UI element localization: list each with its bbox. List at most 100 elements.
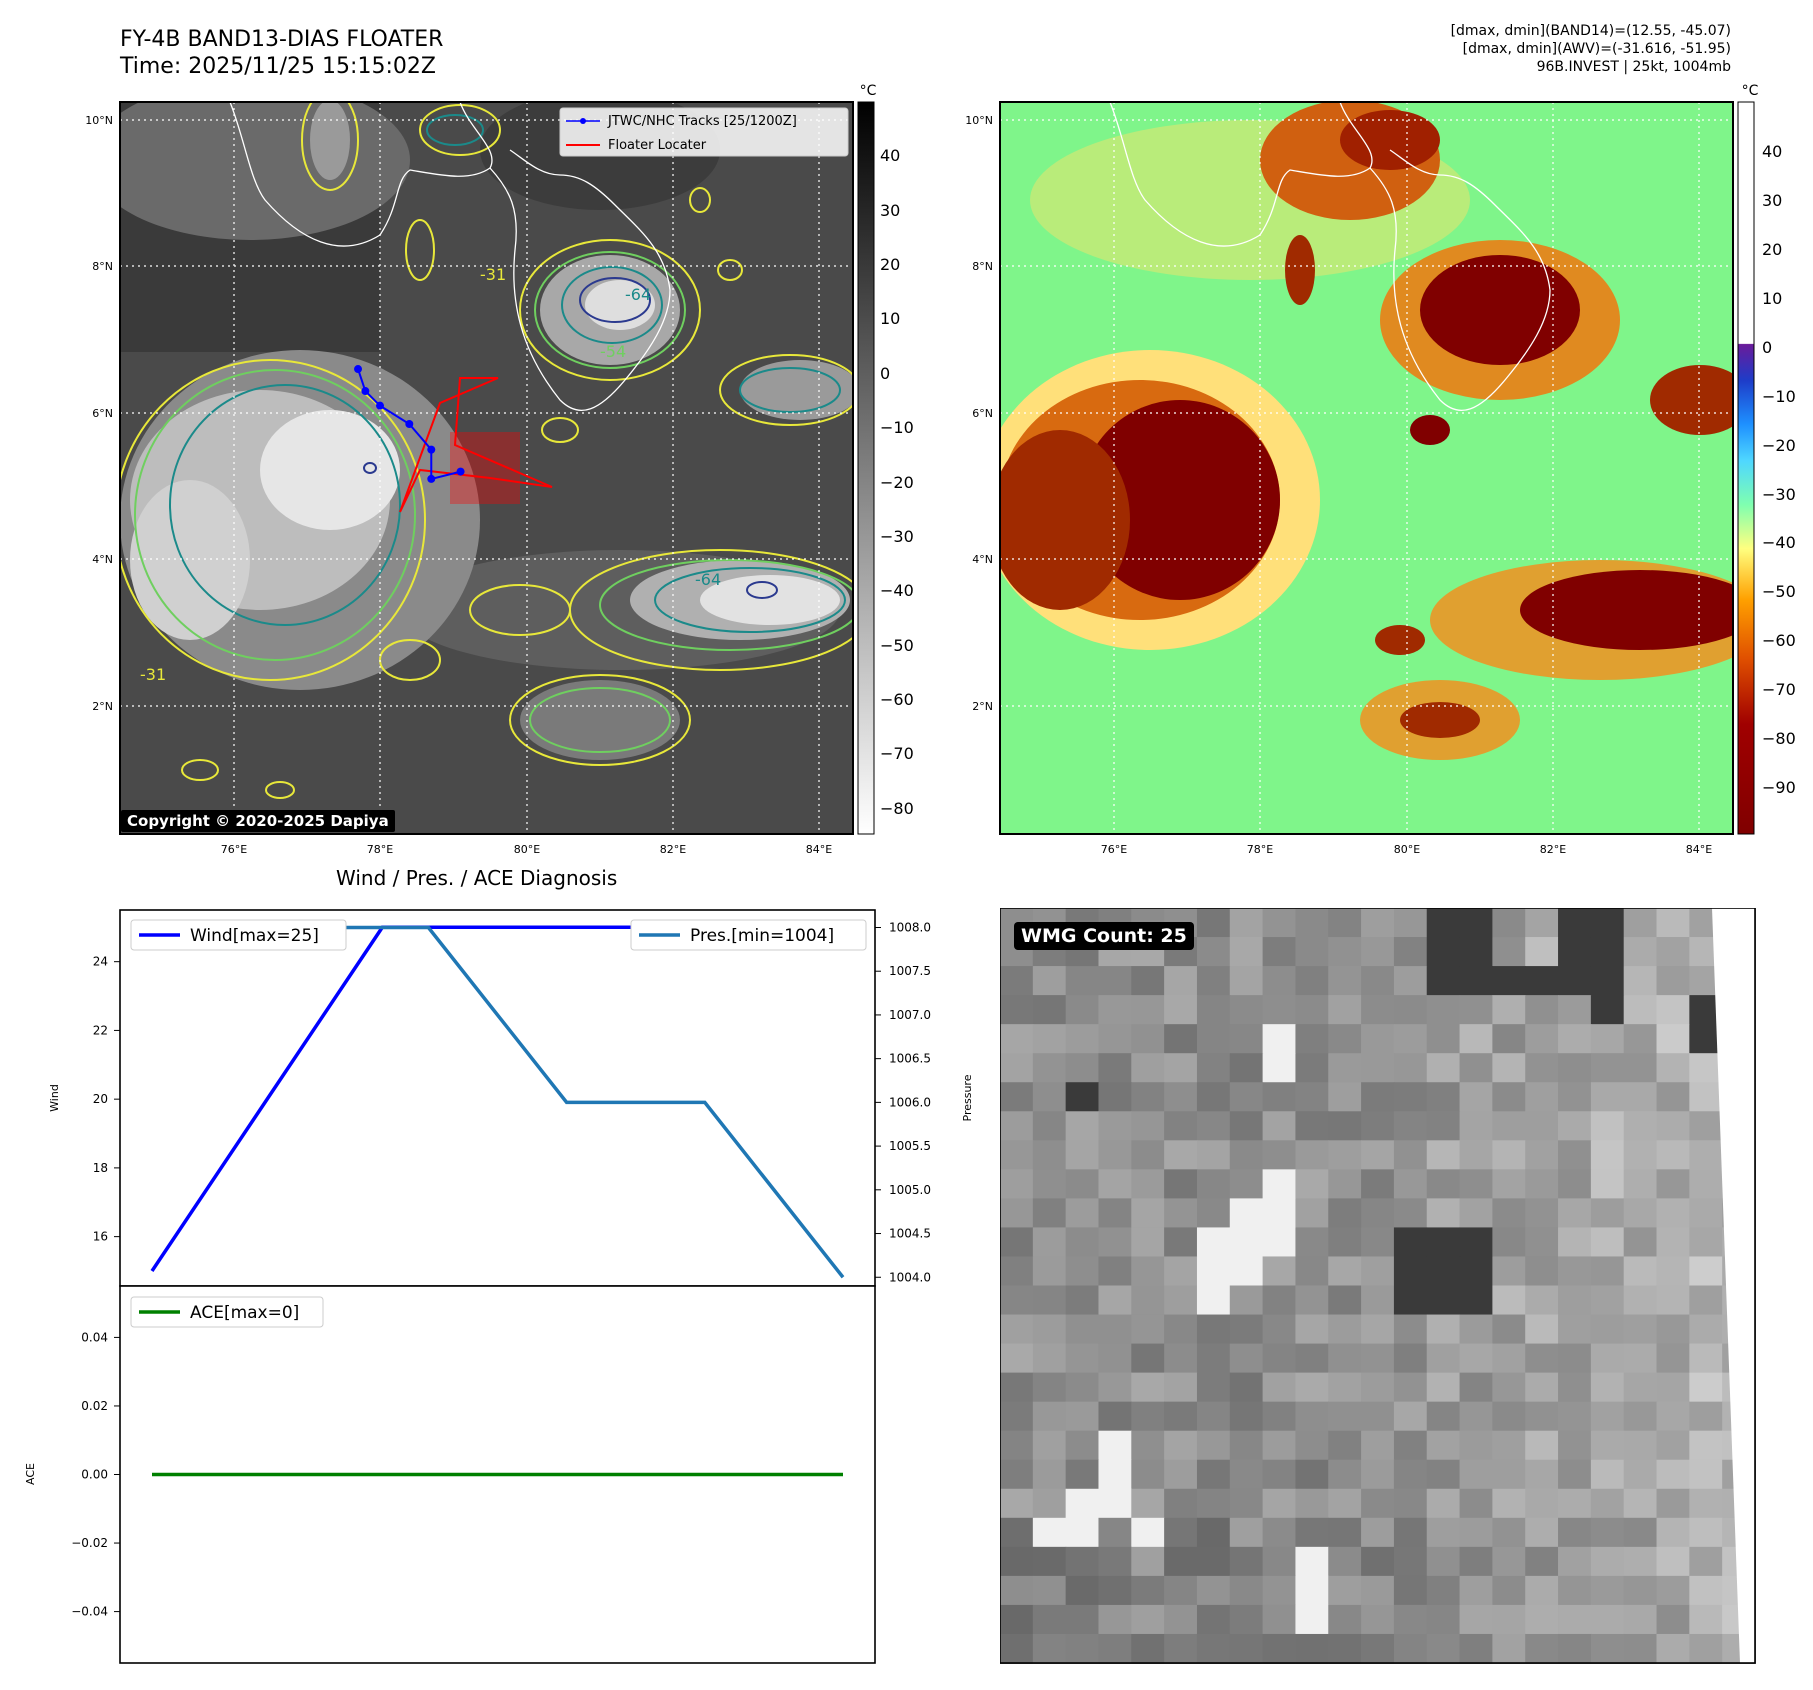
wmg-cell bbox=[1131, 1604, 1165, 1635]
wmg-cell bbox=[1656, 1082, 1690, 1112]
wmg-cell bbox=[1164, 1024, 1198, 1054]
wmg-cell bbox=[1000, 1082, 1034, 1112]
cb-tick: 30 bbox=[1762, 191, 1782, 210]
title-product: FY-4B BAND13-DIAS FLOATER bbox=[120, 27, 444, 52]
lon-tick: 76°E bbox=[1101, 843, 1127, 856]
wmg-cell bbox=[1295, 1546, 1329, 1577]
wmg-cell bbox=[1262, 1343, 1297, 1374]
lon-tick: 78°E bbox=[1247, 843, 1273, 856]
track-point bbox=[427, 474, 436, 483]
wmg-cell bbox=[1558, 1227, 1592, 1258]
wmg-cell bbox=[1426, 1430, 1461, 1461]
wmg-cell bbox=[1131, 1285, 1165, 1316]
left-colorbar-unit: °C bbox=[860, 83, 877, 99]
wmg-cell bbox=[1689, 1082, 1723, 1112]
track-point bbox=[456, 467, 465, 476]
wmg-cell bbox=[1623, 1227, 1658, 1258]
wmg-cell bbox=[1492, 1372, 1526, 1403]
wmg-cell bbox=[1393, 1575, 1428, 1606]
wmg-cell bbox=[1164, 1053, 1198, 1083]
wmg-cell bbox=[1689, 1140, 1723, 1170]
cb-tick: −60 bbox=[1762, 631, 1796, 650]
wmg-cell bbox=[1689, 1575, 1723, 1606]
wmg-cell bbox=[1229, 1285, 1264, 1316]
wmg-cell bbox=[1590, 1633, 1625, 1664]
wmg-cell bbox=[1065, 1285, 1100, 1316]
wmg-cell bbox=[1000, 1314, 1034, 1345]
wmg-cell bbox=[1361, 1372, 1395, 1403]
wmg-cell bbox=[1426, 1227, 1461, 1258]
contour-label: -64 bbox=[695, 570, 721, 589]
wmg-cell bbox=[1229, 1488, 1264, 1519]
wmg-cell bbox=[1689, 1459, 1723, 1490]
wmg-cell bbox=[1196, 1111, 1231, 1141]
diagnosis-title: Wind / Pres. / ACE Diagnosis bbox=[336, 866, 618, 890]
cb-tick: −60 bbox=[880, 690, 914, 709]
wmg-cell bbox=[1131, 1517, 1165, 1548]
wmg-cell bbox=[1459, 1256, 1493, 1287]
wmg-cell bbox=[1393, 1111, 1428, 1141]
wmg-cell bbox=[1656, 1343, 1690, 1374]
cb-tick: −10 bbox=[1762, 387, 1796, 406]
cb-tick: −40 bbox=[880, 581, 914, 600]
wmg-cell bbox=[1590, 937, 1625, 967]
wmg-cell bbox=[1361, 1227, 1395, 1258]
wmg-cell bbox=[1492, 1633, 1526, 1664]
wmg-cell bbox=[1262, 1604, 1297, 1635]
wmg-cell bbox=[1656, 1314, 1690, 1345]
wmg-cell bbox=[1328, 1575, 1362, 1606]
wmg-pixel-grid bbox=[1000, 908, 1756, 1664]
wmg-cell bbox=[1558, 1546, 1592, 1577]
contour-labels: -31 -64 -64 -54 -31 bbox=[140, 265, 721, 684]
wind-yaxis: 24 22 20 18 16 bbox=[93, 955, 120, 1244]
cb-tick: 10 bbox=[880, 309, 900, 328]
wmg-cell bbox=[1590, 966, 1625, 996]
wmg-cell bbox=[1393, 1082, 1428, 1112]
wmg-cell bbox=[1426, 1198, 1461, 1229]
lon-tick: 80°E bbox=[1394, 843, 1420, 856]
wmg-cell bbox=[1558, 995, 1592, 1025]
wmg-cell bbox=[1032, 1314, 1067, 1345]
wmg-cell bbox=[1426, 1314, 1461, 1345]
wmg-cell bbox=[1065, 1140, 1100, 1170]
wmg-cell bbox=[1525, 1546, 1559, 1577]
wmg-cell bbox=[1000, 1546, 1034, 1577]
wmg-cell bbox=[1558, 1198, 1592, 1229]
wmg-cell bbox=[1623, 1633, 1658, 1664]
cb-tick: −30 bbox=[880, 527, 914, 546]
cb-tick: −70 bbox=[1762, 680, 1796, 699]
track-layer bbox=[354, 365, 465, 483]
wmg-cell bbox=[1229, 1372, 1264, 1403]
wmg-cell bbox=[1558, 1024, 1592, 1054]
wmg-cell bbox=[1393, 1459, 1428, 1490]
wmg-cell bbox=[1295, 1198, 1329, 1229]
wmg-cell bbox=[1196, 1053, 1231, 1083]
lon-tick: 84°E bbox=[1686, 843, 1712, 856]
right-map-grid bbox=[1000, 102, 1733, 834]
wmg-cell bbox=[1656, 1546, 1690, 1577]
wmg-cell bbox=[1590, 1227, 1625, 1258]
wmg-cell bbox=[1361, 908, 1395, 938]
cb-tick: 0 bbox=[1762, 338, 1772, 357]
wmg-cell bbox=[1032, 1488, 1067, 1519]
wmg-cell bbox=[1525, 937, 1559, 967]
lon-tick: 82°E bbox=[660, 843, 686, 856]
wmg-cell bbox=[1623, 1140, 1658, 1170]
wmg-cell bbox=[1065, 1314, 1100, 1345]
wmg-cell bbox=[1229, 1401, 1264, 1432]
wmg-cell bbox=[1492, 908, 1526, 938]
wmg-cell bbox=[1361, 1111, 1395, 1141]
cb-tick: −20 bbox=[880, 473, 914, 492]
wmg-cell bbox=[1459, 1169, 1493, 1199]
lon-tick: 76°E bbox=[221, 843, 247, 856]
wmg-cell bbox=[1196, 1401, 1231, 1432]
wmg-cell bbox=[1426, 1459, 1461, 1490]
wmg-cell bbox=[1328, 1546, 1362, 1577]
lat-tick: 2°N bbox=[972, 700, 993, 713]
cb-tick: −20 bbox=[1762, 436, 1796, 455]
wmg-cell bbox=[1623, 1053, 1658, 1083]
wmg-cell bbox=[1032, 1082, 1067, 1112]
wind-legend-label: Wind[max=25] bbox=[190, 926, 319, 946]
wmg-cell bbox=[1131, 1024, 1165, 1054]
wmg-cell bbox=[1361, 1053, 1395, 1083]
